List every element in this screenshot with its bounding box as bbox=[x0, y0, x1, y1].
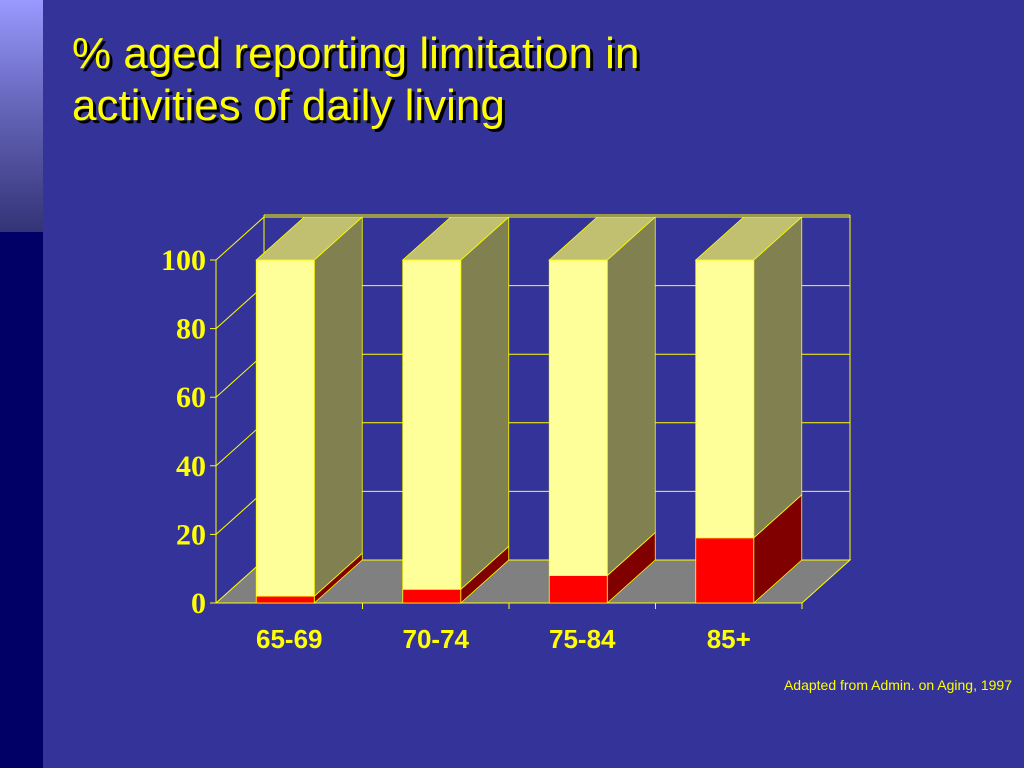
bar-2-upper-front bbox=[548, 259, 608, 576]
slide-title-line-2: activities of daily living bbox=[72, 81, 505, 130]
bar-3-upper-front bbox=[695, 259, 755, 539]
y-tick-label-4: 80 bbox=[176, 313, 206, 346]
y-tick-label-5: 100 bbox=[161, 244, 206, 277]
y-tick-label-3: 60 bbox=[176, 381, 206, 414]
bar-3-upper-top bbox=[694, 216, 803, 261]
bar-3-upper-side bbox=[753, 216, 803, 539]
bar-1-upper-top bbox=[401, 216, 510, 261]
x-tick-label-3: 85+ bbox=[707, 624, 751, 654]
bar-0-upper-front bbox=[255, 259, 315, 597]
sidebar-gradient bbox=[0, 0, 43, 232]
source-note: Adapted from Admin. on Aging, 1997 bbox=[783, 677, 1012, 693]
bar-2-upper-side bbox=[606, 216, 656, 577]
y-axis-ticks: 0 20 40 60 80 100 bbox=[161, 244, 216, 620]
x-tick-label-2: 75-84 bbox=[549, 624, 616, 654]
bar-0-upper-top bbox=[255, 216, 364, 261]
gridline-side-5 bbox=[215, 216, 265, 261]
y-tick-label-0: 0 bbox=[191, 587, 206, 620]
bar-1-upper-side bbox=[460, 216, 510, 591]
bar-2-upper-top bbox=[548, 216, 657, 261]
bar-2-lower-front bbox=[548, 575, 608, 604]
bar-1-lower-front bbox=[402, 588, 462, 604]
bar-0-lower-front bbox=[255, 595, 315, 604]
bar-0-upper-side bbox=[313, 216, 363, 598]
chart-bars bbox=[255, 216, 803, 604]
y-tick-label-2: 40 bbox=[176, 450, 206, 483]
slide-title: % aged reporting limitation in activitie… bbox=[72, 28, 972, 132]
y-tick-label-1: 20 bbox=[176, 518, 206, 551]
x-tick-label-1: 70-74 bbox=[403, 624, 470, 654]
bar-1-upper-front bbox=[402, 259, 462, 590]
x-tick-label-0: 65-69 bbox=[256, 624, 323, 654]
x-axis-ticks: 65-69 70-74 75-84 85+ bbox=[256, 603, 803, 654]
slide-title-line-1: % aged reporting limitation in bbox=[72, 29, 640, 78]
bar-3-lower-front bbox=[695, 537, 755, 604]
